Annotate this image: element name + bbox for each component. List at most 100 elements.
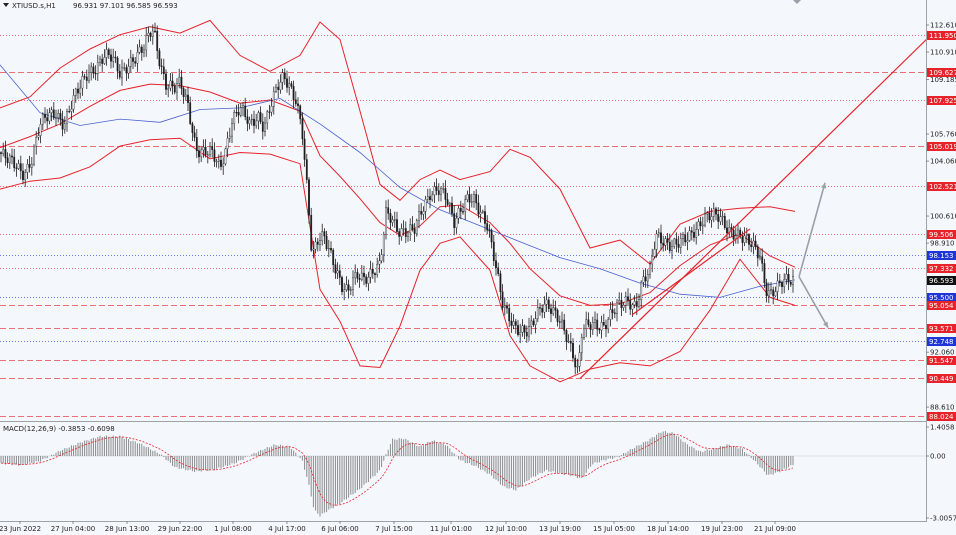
candle-body — [354, 272, 357, 279]
candle-body — [378, 260, 381, 265]
candle-body — [81, 76, 84, 89]
candle-body — [424, 198, 427, 212]
candle-body — [506, 305, 508, 309]
candle-body — [160, 65, 163, 68]
time-tick-label: 29 Jun 22:00 — [158, 525, 202, 533]
candle-body — [462, 211, 464, 213]
candle-body — [697, 221, 700, 230]
candle-body — [613, 312, 616, 314]
candle-body — [299, 105, 302, 120]
level-tag-label: 96.593 — [929, 277, 954, 285]
candle-body — [79, 87, 82, 94]
candle-body — [772, 289, 775, 297]
level-tags: 111.950 109.627 107.925 105.019 102.521 99.50… — [927, 31, 956, 421]
level-tag — [927, 337, 956, 346]
candle-body — [580, 337, 583, 353]
candle-body — [657, 232, 660, 235]
level-tag-label: 107.925 — [929, 97, 956, 105]
candle-body — [541, 308, 544, 313]
candle-body — [754, 240, 757, 248]
candle-body — [57, 113, 60, 119]
candle-body — [136, 52, 139, 64]
candle-body — [349, 289, 352, 291]
candle-body — [266, 111, 269, 124]
time-tick-label: 4 Jul 17:00 — [268, 525, 306, 533]
candle-body — [706, 212, 709, 215]
candle-body — [250, 118, 253, 121]
candle-body — [72, 95, 75, 110]
candle-body — [275, 86, 277, 92]
candle-body — [723, 215, 726, 229]
candle-body — [693, 232, 695, 238]
candle-body — [530, 320, 533, 327]
candle-body — [400, 228, 403, 237]
candle-body — [46, 117, 49, 122]
symbol-label: XTIUSD.s,H1 — [12, 2, 56, 10]
candle-body — [444, 188, 447, 200]
candle-body — [550, 308, 552, 314]
trendline — [579, 37, 929, 380]
candle-body — [167, 87, 170, 90]
candle-body — [94, 72, 97, 75]
candle-body — [563, 319, 566, 331]
time-tick-label: 7 Jul 15:00 — [375, 525, 413, 533]
candle-body — [140, 46, 143, 53]
candle-body — [110, 54, 112, 62]
candle-body — [356, 272, 359, 279]
candle-body — [682, 234, 684, 239]
candle-body — [187, 94, 189, 103]
dropdown-triangle-icon[interactable] — [3, 3, 9, 7]
candle-body — [640, 282, 643, 301]
candle-body — [468, 194, 471, 203]
level-tag-label: 92.748 — [929, 338, 954, 346]
candle-body — [112, 56, 115, 62]
candle-body — [365, 276, 368, 284]
candle-body — [28, 163, 31, 168]
level-tag-label: 102.521 — [929, 183, 956, 191]
candle-body — [583, 328, 585, 338]
candle-body — [514, 321, 517, 326]
candle-body — [503, 305, 506, 308]
candle-body — [688, 230, 691, 241]
candle-body — [675, 238, 678, 245]
candle-body — [649, 263, 651, 275]
candle-body — [17, 163, 20, 169]
level-tag — [927, 374, 956, 383]
candle-body — [253, 118, 255, 126]
candle-body — [180, 76, 183, 89]
candle-body — [756, 246, 759, 259]
candle-body — [497, 267, 500, 274]
candle-body — [708, 212, 711, 221]
candle-body — [495, 260, 497, 268]
candle-body — [0, 152, 2, 154]
candle-body — [169, 80, 172, 89]
candle-body — [360, 272, 363, 280]
candle-body — [314, 241, 317, 250]
candle-body — [50, 109, 53, 114]
candle-body — [633, 301, 636, 305]
chart-shift-marker-icon[interactable] — [793, 0, 801, 4]
level-tag — [927, 324, 956, 333]
candle-body — [770, 289, 772, 291]
candle-body — [776, 280, 779, 292]
candle-body — [488, 230, 491, 232]
candle-body — [39, 124, 42, 136]
candle-body — [477, 202, 480, 215]
candle-body — [279, 82, 282, 91]
candle-body — [308, 179, 310, 216]
candle-body — [228, 135, 231, 139]
candle-body — [642, 276, 645, 283]
candle-body — [651, 256, 654, 265]
candle-body — [4, 149, 7, 159]
candle-body — [270, 106, 273, 113]
candle-body — [191, 123, 194, 133]
candle-body — [259, 112, 262, 123]
candle-body — [629, 300, 632, 310]
candle-body — [455, 217, 458, 228]
time-axis: 23 Jun 2022 27 Jun 04:00 28 Jun 13:00 29 Ju… — [0, 521, 796, 533]
candle-body — [715, 208, 717, 215]
candle-body — [418, 211, 420, 221]
candle-body — [74, 88, 77, 96]
time-tick-label: 18 Jul 14:00 — [647, 525, 689, 533]
candle-body — [660, 232, 662, 244]
